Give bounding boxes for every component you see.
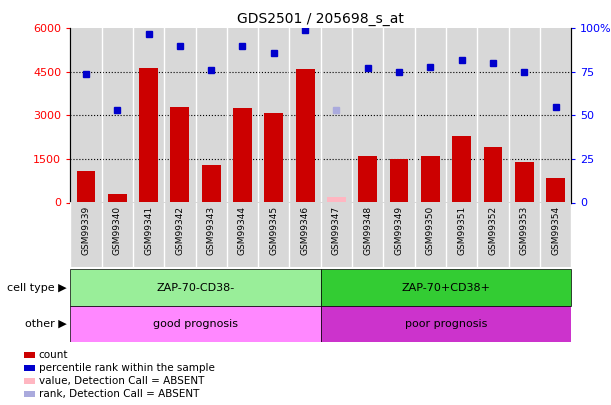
Bar (265, 113, 284, 202)
Bar (202, 165, 221, 202)
Bar (70, 306, 321, 342)
Bar (108, 194, 126, 202)
Text: percentile rank within the sample: percentile rank within the sample (38, 363, 214, 373)
Bar (233, 108, 252, 202)
Bar (321, 269, 571, 306)
Bar (24, 391, 34, 397)
Text: GSM99340: GSM99340 (113, 206, 122, 255)
Text: GSM99354: GSM99354 (551, 206, 560, 255)
Text: cell type ▶: cell type ▶ (7, 283, 67, 292)
Text: ZAP-70-CD38-: ZAP-70-CD38- (156, 283, 235, 292)
Bar (327, 197, 346, 202)
Bar (70, 269, 321, 306)
Bar (390, 159, 409, 202)
Text: GSM99351: GSM99351 (457, 206, 466, 255)
Bar (484, 147, 502, 202)
Text: ZAP-70+CD38+: ZAP-70+CD38+ (401, 283, 491, 292)
Bar (139, 68, 158, 202)
Bar (452, 136, 471, 202)
Text: GSM99346: GSM99346 (301, 206, 310, 255)
Text: rank, Detection Call = ABSENT: rank, Detection Call = ABSENT (38, 389, 199, 399)
Text: GSM99353: GSM99353 (520, 206, 529, 255)
Title: GDS2501 / 205698_s_at: GDS2501 / 205698_s_at (237, 12, 404, 26)
Text: GSM99341: GSM99341 (144, 206, 153, 255)
Text: GSM99343: GSM99343 (207, 206, 216, 255)
Text: GSM99350: GSM99350 (426, 206, 435, 255)
Bar (359, 156, 377, 202)
Bar (24, 352, 34, 358)
Text: GSM99339: GSM99339 (81, 206, 90, 255)
Bar (170, 107, 189, 202)
Text: count: count (38, 350, 68, 360)
Text: GSM99347: GSM99347 (332, 206, 341, 255)
Text: GSM99348: GSM99348 (364, 206, 372, 255)
Bar (321, 306, 571, 342)
Text: GSM99345: GSM99345 (269, 206, 278, 255)
Bar (24, 378, 34, 384)
Bar (546, 178, 565, 202)
Bar (421, 156, 440, 202)
Text: GSM99352: GSM99352 (489, 206, 497, 255)
Bar (515, 162, 534, 202)
Text: value, Detection Call = ABSENT: value, Detection Call = ABSENT (38, 376, 204, 386)
Text: GSM99342: GSM99342 (175, 206, 185, 255)
Text: GSM99344: GSM99344 (238, 206, 247, 255)
Bar (296, 69, 315, 202)
Text: GSM99349: GSM99349 (395, 206, 403, 255)
Bar (76, 171, 95, 202)
Text: good prognosis: good prognosis (153, 319, 238, 329)
Text: poor prognosis: poor prognosis (405, 319, 487, 329)
Text: other ▶: other ▶ (25, 319, 67, 329)
Bar (24, 365, 34, 371)
